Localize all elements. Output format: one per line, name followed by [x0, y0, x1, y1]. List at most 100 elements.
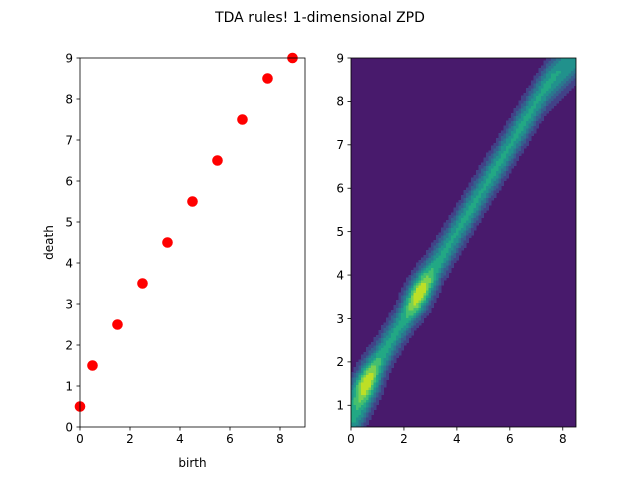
density-cell [551, 92, 555, 96]
density-cell [473, 190, 477, 194]
density-cell [353, 387, 357, 391]
density-cell [416, 292, 420, 296]
density-cell [456, 212, 460, 216]
density-cell [421, 297, 425, 301]
density-cell [523, 140, 527, 144]
density-cell [558, 87, 562, 92]
density-cell [521, 150, 525, 154]
density-cell [533, 92, 537, 96]
density-cell [428, 302, 432, 306]
density-cell [453, 210, 457, 214]
density-cell [458, 235, 462, 239]
density-cell [366, 382, 370, 386]
density-cell [458, 240, 462, 244]
density-cell [396, 342, 400, 346]
density-cell [411, 309, 415, 313]
density-cell [558, 92, 562, 96]
density-cell [536, 112, 540, 116]
density-cell [496, 152, 500, 156]
density-cell [423, 292, 427, 296]
density-cell [421, 289, 425, 293]
density-cell [358, 402, 362, 406]
density-cell [373, 354, 377, 358]
density-cell [456, 222, 460, 226]
density-cell [461, 240, 465, 244]
density-cell [381, 382, 385, 386]
density-cell [363, 409, 367, 413]
density-cell [466, 230, 470, 234]
density-cell [476, 212, 480, 216]
density-cell [528, 115, 532, 119]
density-cell [486, 177, 490, 181]
density-cell [418, 284, 422, 288]
density-cell [366, 404, 370, 408]
density-cell [358, 397, 362, 401]
density-cell [503, 160, 507, 164]
density-cell [461, 222, 465, 226]
density-x-tick-label: 2 [400, 432, 408, 446]
density-cell [391, 344, 395, 348]
density-cell [386, 334, 390, 338]
density-cell [496, 145, 500, 149]
density-cell [518, 117, 522, 121]
density-cell [503, 125, 507, 129]
density-cell [373, 359, 377, 363]
density-cell [513, 132, 517, 136]
density-cell [423, 302, 427, 306]
density-cell [433, 287, 437, 291]
density-cell [376, 394, 380, 398]
density-cell [358, 369, 362, 373]
density-cell [428, 299, 432, 303]
density-cell [563, 58, 567, 62]
density-cell [561, 72, 565, 77]
density-cell [368, 399, 372, 403]
density-cell [503, 162, 507, 166]
density-cell [418, 272, 422, 276]
density-cell [363, 382, 367, 386]
density-cell [416, 272, 420, 276]
density-cell [406, 277, 410, 281]
density-cell [443, 254, 447, 259]
density-cell [433, 242, 437, 246]
density-cell [363, 367, 367, 371]
density-cell [436, 292, 440, 296]
density-cell [446, 267, 450, 271]
density-cell [516, 115, 520, 119]
density-cell [546, 95, 550, 99]
density-cell [438, 282, 442, 286]
density-cell [486, 155, 490, 159]
density-cell [433, 299, 437, 303]
density-cell [478, 170, 482, 174]
density-cell [538, 115, 542, 119]
density-cell [503, 165, 507, 169]
density-cell [356, 372, 360, 376]
density-cell [368, 352, 372, 356]
density-cell [466, 202, 470, 206]
density-cell [456, 240, 460, 244]
density-cell [491, 175, 495, 179]
density-cell [426, 287, 430, 291]
density-cell [493, 177, 497, 181]
density-cell [498, 135, 502, 139]
density-cell [393, 352, 397, 356]
density-cell [551, 67, 555, 72]
density-cell [393, 314, 397, 318]
density-cell [428, 289, 432, 293]
density-cell [516, 127, 520, 131]
density-cell [436, 282, 440, 286]
density-cell [568, 82, 572, 87]
density-cell [493, 165, 497, 169]
density-cell [351, 419, 355, 423]
density-cell [506, 142, 510, 146]
density-cell [491, 172, 495, 176]
density-cell [456, 205, 460, 209]
density-cell [458, 249, 462, 254]
density-cell [546, 102, 550, 106]
density-cell [526, 115, 530, 119]
density-cell [488, 162, 492, 166]
density-cell [488, 150, 492, 154]
density-cell [373, 389, 377, 393]
density-cell [378, 359, 382, 363]
density-cell [443, 269, 447, 274]
density-cell [373, 362, 377, 366]
